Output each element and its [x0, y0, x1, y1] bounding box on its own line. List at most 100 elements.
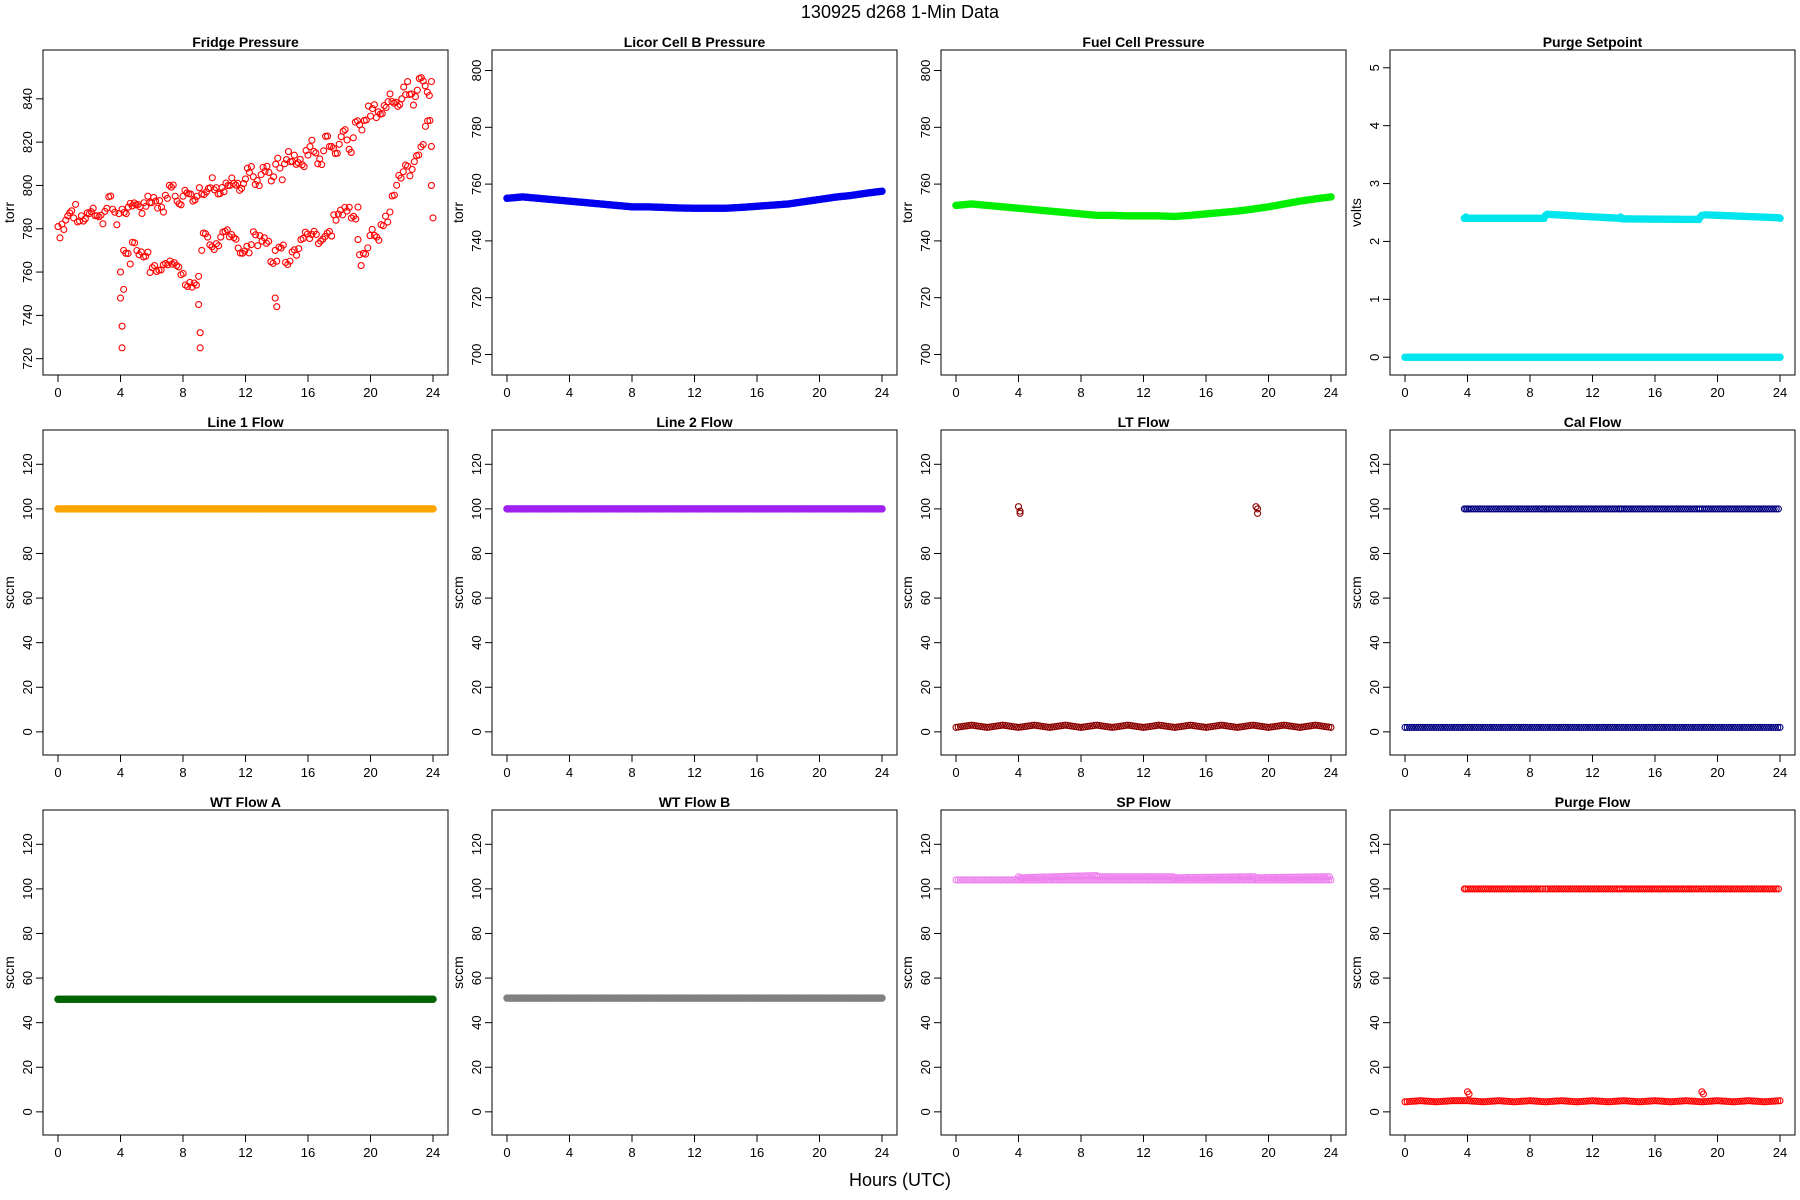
data-point: [1079, 872, 1088, 880]
data-point: [1769, 723, 1777, 731]
data-point: [177, 201, 185, 209]
data-point: [122, 210, 130, 218]
data-point: [1485, 505, 1493, 513]
data-point: [1675, 505, 1683, 513]
data-point: [1749, 723, 1757, 731]
data-point: [89, 204, 97, 212]
data-point: [1044, 873, 1053, 881]
data-point: [1697, 885, 1705, 893]
data-point: [1617, 723, 1626, 731]
data-point: [1564, 723, 1572, 731]
y-tick-label: 120: [918, 833, 933, 855]
data-point: [345, 203, 353, 211]
data-point: [1506, 1097, 1514, 1106]
data-point: [1055, 873, 1063, 881]
data-point: [1635, 723, 1643, 731]
data-point: [386, 90, 394, 98]
data-point: [1620, 505, 1628, 513]
data-point: [1709, 1097, 1717, 1105]
data-point: [354, 203, 362, 211]
data-point: [1640, 723, 1648, 731]
data-point: [1673, 505, 1681, 513]
data-point: [1651, 1097, 1659, 1105]
data-point: [1114, 873, 1122, 881]
x-tick-label: 16: [750, 385, 764, 400]
data-point: [1463, 1097, 1472, 1105]
data-point: [1774, 885, 1782, 893]
data-point: [1014, 503, 1023, 511]
data-point: [1504, 723, 1512, 731]
data-point: [1525, 885, 1533, 893]
data-point: [1696, 723, 1704, 731]
data-point: [1727, 1098, 1735, 1106]
data-point: [126, 260, 134, 268]
data-point: [1145, 873, 1153, 881]
data-point: [1518, 505, 1527, 513]
data-point: [1678, 1097, 1686, 1105]
data-point: [1756, 1097, 1764, 1106]
data-point: [1186, 873, 1194, 882]
data-point: [1042, 873, 1050, 881]
data-point: [1508, 885, 1516, 893]
x-tick-label: 20: [363, 385, 377, 400]
data-point: [118, 322, 126, 330]
data-point: [1774, 1097, 1782, 1105]
data-point: [1711, 723, 1719, 731]
data-point: [1655, 1097, 1664, 1105]
data-point: [1615, 723, 1623, 731]
y-tick-label: 100: [1367, 878, 1382, 900]
data-point: [1486, 723, 1494, 731]
data-point: [1008, 876, 1016, 884]
data-point: [320, 147, 328, 155]
data-point: [1537, 1097, 1545, 1106]
data-point: [265, 237, 273, 245]
data-point: [272, 160, 280, 168]
data-point: [1281, 873, 1289, 881]
y-tick-label: 100: [469, 878, 484, 900]
x-tick-label: 16: [1199, 385, 1213, 400]
data-point: [1662, 1097, 1670, 1106]
x-tick-label: 20: [812, 385, 826, 400]
data-point: [1571, 885, 1579, 893]
data-point: [1664, 505, 1672, 513]
data-point: [206, 241, 214, 249]
data-point: [1708, 885, 1716, 893]
x-tick-label: 24: [875, 385, 889, 400]
data-point: [1410, 723, 1418, 731]
data-point: [1582, 1097, 1590, 1105]
data-point: [1591, 1097, 1599, 1105]
data-point: [1682, 723, 1690, 731]
data-point: [1457, 1097, 1465, 1105]
data-point: [1018, 874, 1026, 882]
data-point: [1776, 214, 1784, 223]
x-tick-label: 0: [1401, 1145, 1408, 1160]
data-point: [310, 147, 318, 155]
data-point: [1208, 873, 1216, 881]
data-point: [347, 148, 355, 156]
data-point: [1519, 723, 1527, 731]
data-point: [271, 294, 279, 302]
data-point: [1476, 505, 1484, 513]
data-point: [60, 225, 68, 234]
data-point: [1443, 723, 1451, 731]
data-point: [1484, 723, 1492, 731]
data-point: [994, 876, 1002, 884]
y-axis-label: sccm: [899, 956, 915, 989]
data-point: [1765, 723, 1773, 731]
data-point: [1693, 723, 1701, 731]
data-point: [1419, 1097, 1427, 1105]
x-tick-label: 20: [1710, 1145, 1724, 1160]
data-point: [184, 282, 192, 290]
data-point: [142, 202, 150, 210]
data-point: [1325, 873, 1333, 881]
data-point: [290, 151, 298, 159]
plot-frame: [42, 429, 449, 756]
data-point: [1512, 505, 1520, 513]
data-point: [410, 158, 418, 166]
data-point: [1684, 505, 1692, 513]
data-point: [1463, 723, 1472, 731]
data-point: [1034, 873, 1042, 881]
data-point: [1432, 1098, 1440, 1106]
data-point: [216, 190, 224, 198]
data-point: [1627, 505, 1635, 513]
